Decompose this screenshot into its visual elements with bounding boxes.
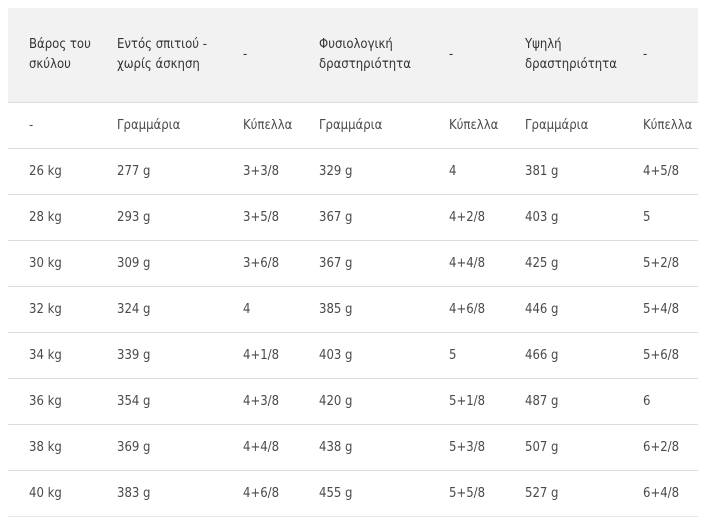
- cups-cell: 3+3/8: [222, 148, 298, 195]
- weight-cell: 38 kg: [8, 424, 96, 471]
- cups-cell: 4+6/8: [222, 470, 298, 517]
- cups-cell: 4+5/8: [622, 148, 698, 195]
- table-row: 32 kg 324 g 4 385 g 4+6/8 446 g 5+4/8: [8, 286, 698, 333]
- cups-cell: Κύπελλα: [222, 102, 298, 149]
- cups-cell: 3+6/8: [222, 240, 298, 287]
- cups-cell: 3+5/8: [222, 194, 298, 241]
- cups-cell: 5+6/8: [622, 332, 698, 379]
- grams-cell: 385 g: [298, 286, 428, 333]
- header-indoor-no-exercise: Εντός σπιτιού - χωρίς άσκηση: [96, 8, 222, 103]
- grams-cell: 293 g: [96, 194, 222, 241]
- units-row: - Γραμμάρια Κύπελλα Γραμμάρια Κύπελλα Γραμμάρ…: [8, 102, 698, 149]
- grams-cell: Γραμμάρια: [298, 102, 428, 149]
- grams-cell: 381 g: [504, 148, 622, 195]
- header-dog-weight: Βάρος του σκύλου: [8, 8, 96, 103]
- cups-cell: 4+6/8: [428, 286, 504, 333]
- cups-cell: 6+4/8: [622, 470, 698, 517]
- grams-cell: 367 g: [298, 194, 428, 241]
- cups-cell: 5: [622, 194, 698, 241]
- grams-cell: 339 g: [96, 332, 222, 379]
- cups-cell: 5+5/8: [428, 470, 504, 517]
- weight-cell: 40 kg: [8, 470, 96, 517]
- cups-cell: Κύπελλα: [622, 102, 698, 149]
- weight-cell: -: [8, 102, 96, 149]
- cups-cell: Κύπελλα: [428, 102, 504, 149]
- grams-cell: 507 g: [504, 424, 622, 471]
- weight-cell: 34 kg: [8, 332, 96, 379]
- grams-cell: 369 g: [96, 424, 222, 471]
- grams-cell: 403 g: [504, 194, 622, 241]
- header-normal-activity: Φυσιολογική δραστηριότητα: [298, 8, 428, 103]
- grams-cell: 466 g: [504, 332, 622, 379]
- cups-cell: 5+4/8: [622, 286, 698, 333]
- cups-cell: 5: [428, 332, 504, 379]
- cups-cell: 4: [222, 286, 298, 333]
- cups-cell: 4+2/8: [428, 194, 504, 241]
- grams-cell: 487 g: [504, 378, 622, 425]
- cups-cell: 4+1/8: [222, 332, 298, 379]
- cups-cell: 6+2/8: [622, 424, 698, 471]
- grams-cell: 446 g: [504, 286, 622, 333]
- table-row: 38 kg 369 g 4+4/8 438 g 5+3/8 507 g 6+2/8: [8, 424, 698, 471]
- cups-cell: 4+4/8: [428, 240, 504, 287]
- weight-cell: 30 kg: [8, 240, 96, 287]
- cups-cell: 6: [622, 378, 698, 425]
- grams-cell: 383 g: [96, 470, 222, 517]
- weight-cell: 32 kg: [8, 286, 96, 333]
- feeding-table: Βάρος του σκύλου Εντός σπιτιού - χωρίς ά…: [8, 8, 698, 517]
- table-row: 26 kg 277 g 3+3/8 329 g 4 381 g 4+5/8: [8, 148, 698, 195]
- grams-cell: 277 g: [96, 148, 222, 195]
- header-placeholder: -: [428, 8, 504, 103]
- grams-cell: 367 g: [298, 240, 428, 287]
- grams-cell: Γραμμάρια: [96, 102, 222, 149]
- grams-cell: 425 g: [504, 240, 622, 287]
- grams-cell: 420 g: [298, 378, 428, 425]
- table-row: 40 kg 383 g 4+6/8 455 g 5+5/8 527 g 6+4/8: [8, 470, 698, 517]
- weight-cell: 28 kg: [8, 194, 96, 241]
- cups-cell: 4: [428, 148, 504, 195]
- grams-cell: 324 g: [96, 286, 222, 333]
- cups-cell: 5+3/8: [428, 424, 504, 471]
- table-row: 30 kg 309 g 3+6/8 367 g 4+4/8 425 g 5+2/8: [8, 240, 698, 287]
- cups-cell: 4+4/8: [222, 424, 298, 471]
- grams-cell: 329 g: [298, 148, 428, 195]
- grams-cell: 354 g: [96, 378, 222, 425]
- grams-cell: Γραμμάρια: [504, 102, 622, 149]
- header-placeholder: -: [222, 8, 298, 103]
- weight-cell: 36 kg: [8, 378, 96, 425]
- weight-cell: 26 kg: [8, 148, 96, 195]
- cups-cell: 5+1/8: [428, 378, 504, 425]
- header-placeholder: -: [622, 8, 698, 103]
- header-row: Βάρος του σκύλου Εντός σπιτιού - χωρίς ά…: [8, 8, 698, 103]
- grams-cell: 527 g: [504, 470, 622, 517]
- cups-cell: 5+2/8: [622, 240, 698, 287]
- table-row: 34 kg 339 g 4+1/8 403 g 5 466 g 5+6/8: [8, 332, 698, 379]
- grams-cell: 455 g: [298, 470, 428, 517]
- grams-cell: 438 g: [298, 424, 428, 471]
- header-high-activity: Υψηλή δραστηριότητα: [504, 8, 622, 103]
- cups-cell: 4+3/8: [222, 378, 298, 425]
- feeding-table-container: Βάρος του σκύλου Εντός σπιτιού - χωρίς ά…: [8, 8, 698, 518]
- grams-cell: 403 g: [298, 332, 428, 379]
- grams-cell: 309 g: [96, 240, 222, 287]
- table-body: - Γραμμάρια Κύπελλα Γραμμάρια Κύπελλα Γραμμάρ…: [8, 102, 698, 517]
